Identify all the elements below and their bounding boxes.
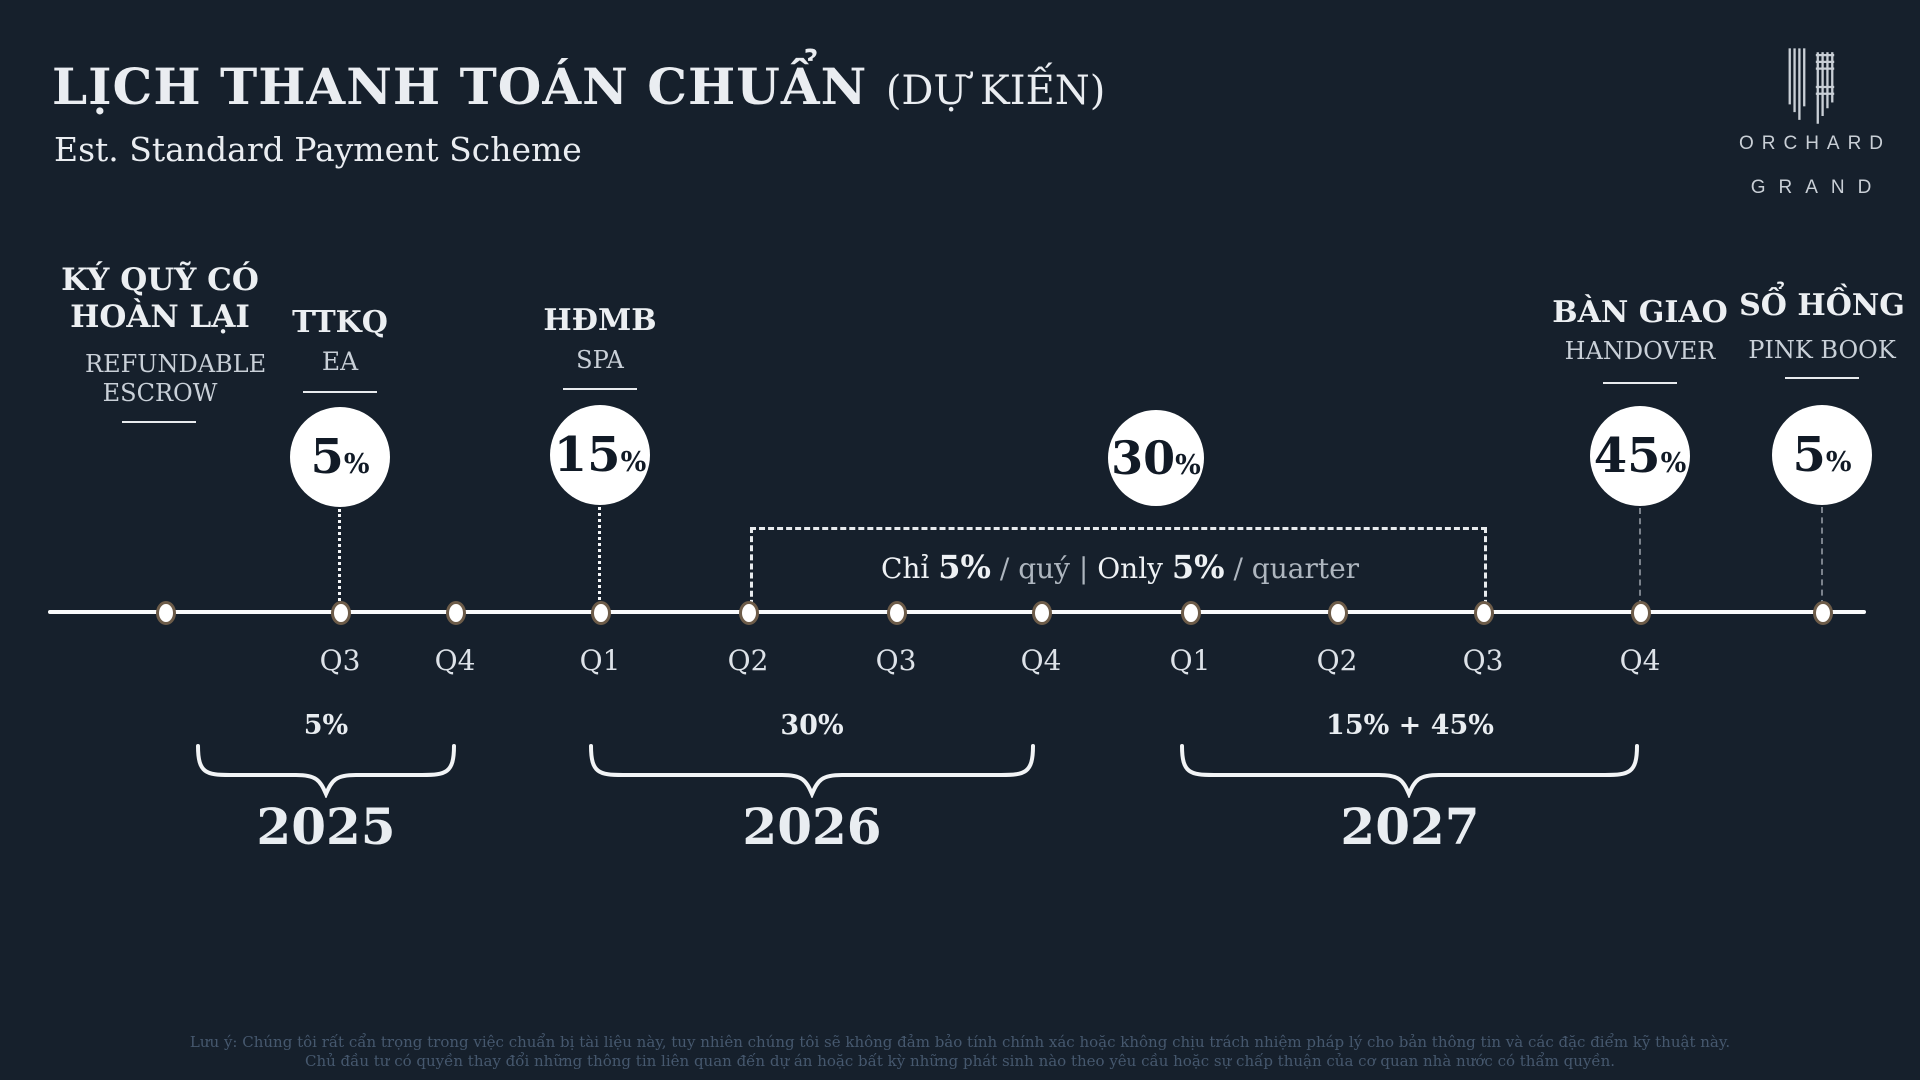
page-title: LỊCH THANH TOÁN CHUẨN (DỰ KIẾN)	[52, 62, 1105, 112]
spa-connector-dotted	[598, 507, 601, 606]
ea-connector-dotted	[338, 509, 341, 606]
milestone-quarterly-percent-circle: 30%	[1108, 410, 1204, 506]
note-divider: |	[1078, 552, 1089, 585]
milestone-escrow-label-vi: KÝ QUỸ CÓ HOÀN LẠI	[61, 262, 259, 336]
ea-percent-suffix: %	[343, 448, 370, 480]
quarter-label: Q3	[319, 644, 361, 677]
timeline-dot	[156, 601, 176, 625]
orchard-grand-logo-icon	[1788, 48, 1835, 124]
milestone-pinkbook-percent-circle: 5%	[1772, 405, 1872, 505]
milestone-pinkbook-label-en: PINK BOOK	[1748, 336, 1896, 364]
pinkbook-percent-value: 5	[1792, 427, 1826, 483]
milestone-spa-label-en: SPA	[576, 346, 624, 374]
timeline-dot	[1328, 601, 1348, 625]
timeline-dot	[1631, 601, 1651, 625]
milestone-escrow-label-en: REFUNDABLE ESCROW	[85, 350, 267, 407]
note-en-suffix: / quarter	[1233, 552, 1360, 585]
milestone-ea-label-en: EA	[321, 347, 359, 376]
page-title-note: (DỰ KIẾN)	[885, 68, 1106, 114]
quarter-label: Q1	[1169, 644, 1211, 677]
milestone-spa-underline	[563, 388, 637, 390]
timeline-axis	[48, 610, 1866, 614]
year-2025-label: 2025	[256, 797, 396, 856]
spa-percent-value: 15	[553, 427, 621, 483]
milestone-pinkbook-label-vi: SỔ HỒNG	[1739, 288, 1905, 323]
year-2025-brace	[196, 744, 456, 798]
pinkbook-percent-suffix: %	[1825, 446, 1852, 478]
year-2027-percent: 15% + 45%	[1326, 710, 1494, 741]
note-vi-prefix: Chỉ	[880, 552, 930, 585]
quarterly-note: Chỉ 5% / quý | Only 5% / quarter	[765, 548, 1475, 586]
timeline-dot	[1181, 601, 1201, 625]
year-2026-percent: 30%	[780, 710, 844, 741]
milestone-handover-underline	[1603, 382, 1677, 384]
page-subtitle: Est. Standard Payment Scheme	[54, 130, 582, 169]
quarterly-percent-suffix: %	[1175, 449, 1201, 481]
milestone-handover-label-en: HANDOVER	[1564, 337, 1716, 365]
quarter-label: Q4	[1020, 644, 1062, 677]
logo-word-2: GRAND	[1750, 177, 1885, 198]
pinkbook-connector-dashed	[1821, 507, 1823, 606]
year-2027-label: 2027	[1340, 797, 1480, 856]
note-en-percent: 5%	[1171, 548, 1225, 586]
milestone-escrow-underline	[122, 421, 196, 423]
timeline-dot	[1474, 601, 1494, 625]
quarter-label: Q1	[579, 644, 621, 677]
quarter-label: Q3	[1462, 644, 1504, 677]
note-en-prefix: Only	[1097, 552, 1163, 585]
timeline-dot	[739, 601, 759, 625]
milestone-handover-percent-circle: 45%	[1590, 406, 1690, 506]
year-2027-brace	[1180, 744, 1639, 798]
timeline-dot	[331, 601, 351, 625]
year-2026-label: 2026	[742, 797, 882, 856]
ea-percent-value: 5	[310, 429, 344, 485]
year-2025-percent: 5%	[303, 710, 349, 741]
handover-percent-value: 45	[1593, 428, 1661, 484]
year-2026-brace	[589, 744, 1035, 798]
quarter-label: Q3	[875, 644, 917, 677]
quarterly-dashed-region	[750, 527, 1487, 615]
note-vi-suffix: / quý	[999, 552, 1070, 585]
timeline-dot	[1032, 601, 1052, 625]
disclaimer-line-1: Lưu ý: Chúng tôi rất cẩn trọng trong việ…	[189, 1033, 1731, 1051]
handover-connector-dashed	[1639, 508, 1641, 606]
quarter-label: Q4	[1619, 644, 1661, 677]
timeline-dot	[446, 601, 466, 625]
milestone-handover-label-vi: BÀN GIAO	[1552, 295, 1728, 330]
milestone-spa-label-vi: HĐMB	[543, 303, 657, 338]
disclaimer-line-2: Chủ đầu tư có quyền thay đổi những thông…	[304, 1052, 1616, 1070]
milestone-ea-underline	[303, 391, 377, 393]
quarter-label: Q4	[434, 644, 476, 677]
timeline-dot	[591, 601, 611, 625]
page-title-vi: LỊCH THANH TOÁN CHUẨN	[52, 57, 868, 116]
logo-word-1: ORCHARD	[1738, 133, 1892, 154]
milestone-ea-label-vi: TTKQ	[292, 305, 388, 340]
timeline-dot	[1813, 601, 1833, 625]
spa-percent-suffix: %	[620, 446, 647, 478]
timeline-dot	[887, 601, 907, 625]
quarter-label: Q2	[1316, 644, 1358, 677]
milestone-pinkbook-underline	[1785, 377, 1859, 379]
note-vi-percent: 5%	[938, 548, 991, 586]
milestone-spa-percent-circle: 15%	[550, 405, 650, 505]
quarterly-percent-value: 30	[1111, 431, 1176, 485]
milestone-ea-percent-circle: 5%	[290, 407, 390, 507]
quarter-label: Q2	[727, 644, 769, 677]
handover-percent-suffix: %	[1660, 447, 1687, 479]
